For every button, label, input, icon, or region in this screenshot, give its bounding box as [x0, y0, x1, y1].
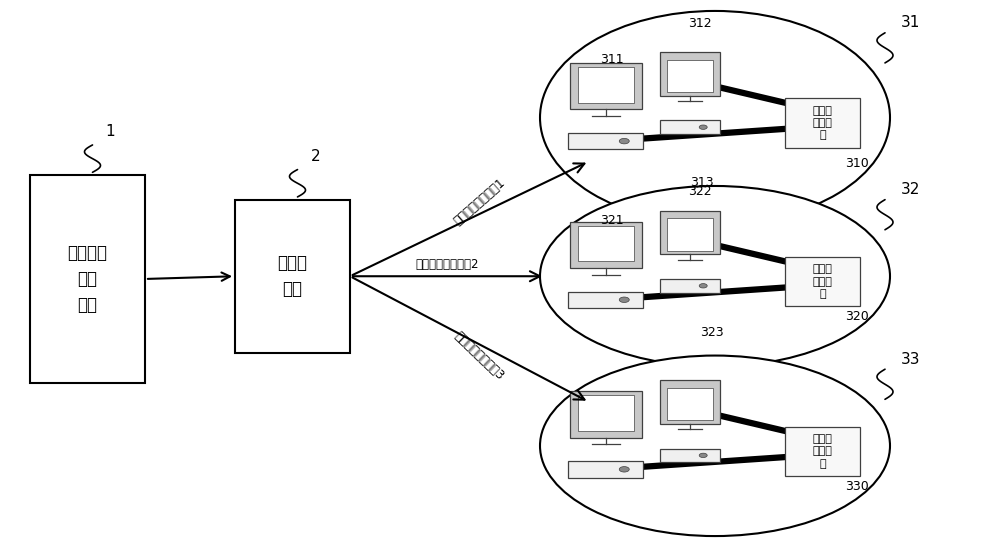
Text: 2: 2: [311, 149, 320, 164]
Text: 320: 320: [845, 310, 869, 323]
Circle shape: [619, 467, 629, 472]
Text: 313: 313: [690, 176, 714, 189]
Bar: [785, 98, 860, 148]
Bar: [570, 391, 642, 438]
Text: 32: 32: [901, 182, 920, 197]
Bar: [570, 222, 642, 268]
Text: 单向视频传输线路1: 单向视频传输线路1: [451, 177, 508, 228]
Text: 31: 31: [901, 15, 920, 30]
Circle shape: [699, 125, 707, 130]
Circle shape: [699, 283, 707, 288]
Bar: [568, 461, 643, 478]
Ellipse shape: [540, 11, 890, 224]
Text: 323: 323: [700, 327, 724, 339]
Bar: [578, 67, 634, 103]
Bar: [578, 395, 634, 431]
Bar: [667, 60, 713, 92]
Text: 指令接
收服务
器: 指令接 收服务 器: [813, 434, 832, 469]
Bar: [578, 226, 634, 261]
Text: 321: 321: [600, 214, 624, 227]
Bar: [660, 380, 720, 424]
Bar: [667, 388, 713, 420]
Bar: [235, 200, 350, 353]
Bar: [568, 292, 643, 308]
Bar: [30, 175, 145, 383]
Bar: [660, 120, 720, 134]
Circle shape: [619, 138, 629, 144]
Text: 控制指令
输出
单元: 控制指令 输出 单元: [68, 243, 108, 315]
Bar: [568, 133, 643, 149]
Bar: [660, 52, 720, 96]
Text: 322: 322: [688, 185, 712, 198]
Bar: [785, 257, 860, 306]
Text: 311: 311: [600, 53, 624, 66]
Circle shape: [619, 297, 629, 302]
Text: 单向视频传输线路2: 单向视频传输线路2: [416, 258, 479, 271]
Text: 指令接
收服务
器: 指令接 收服务 器: [813, 106, 832, 141]
Bar: [570, 63, 642, 109]
Circle shape: [699, 453, 707, 457]
Bar: [667, 218, 713, 251]
Bar: [660, 449, 720, 462]
Text: 312: 312: [688, 18, 712, 30]
Ellipse shape: [540, 356, 890, 536]
Bar: [660, 279, 720, 293]
Text: 指令接
收服务
器: 指令接 收服务 器: [813, 264, 832, 299]
Bar: [785, 427, 860, 476]
Text: 33: 33: [901, 352, 920, 366]
Ellipse shape: [540, 186, 890, 366]
Text: 330: 330: [845, 480, 869, 492]
Text: 1: 1: [106, 125, 115, 139]
Text: 视频编
码器: 视频编 码器: [278, 254, 308, 299]
Text: 310: 310: [845, 157, 869, 170]
Text: 单向视频传输线路3: 单向视频传输线路3: [452, 329, 507, 382]
Bar: [660, 211, 720, 254]
